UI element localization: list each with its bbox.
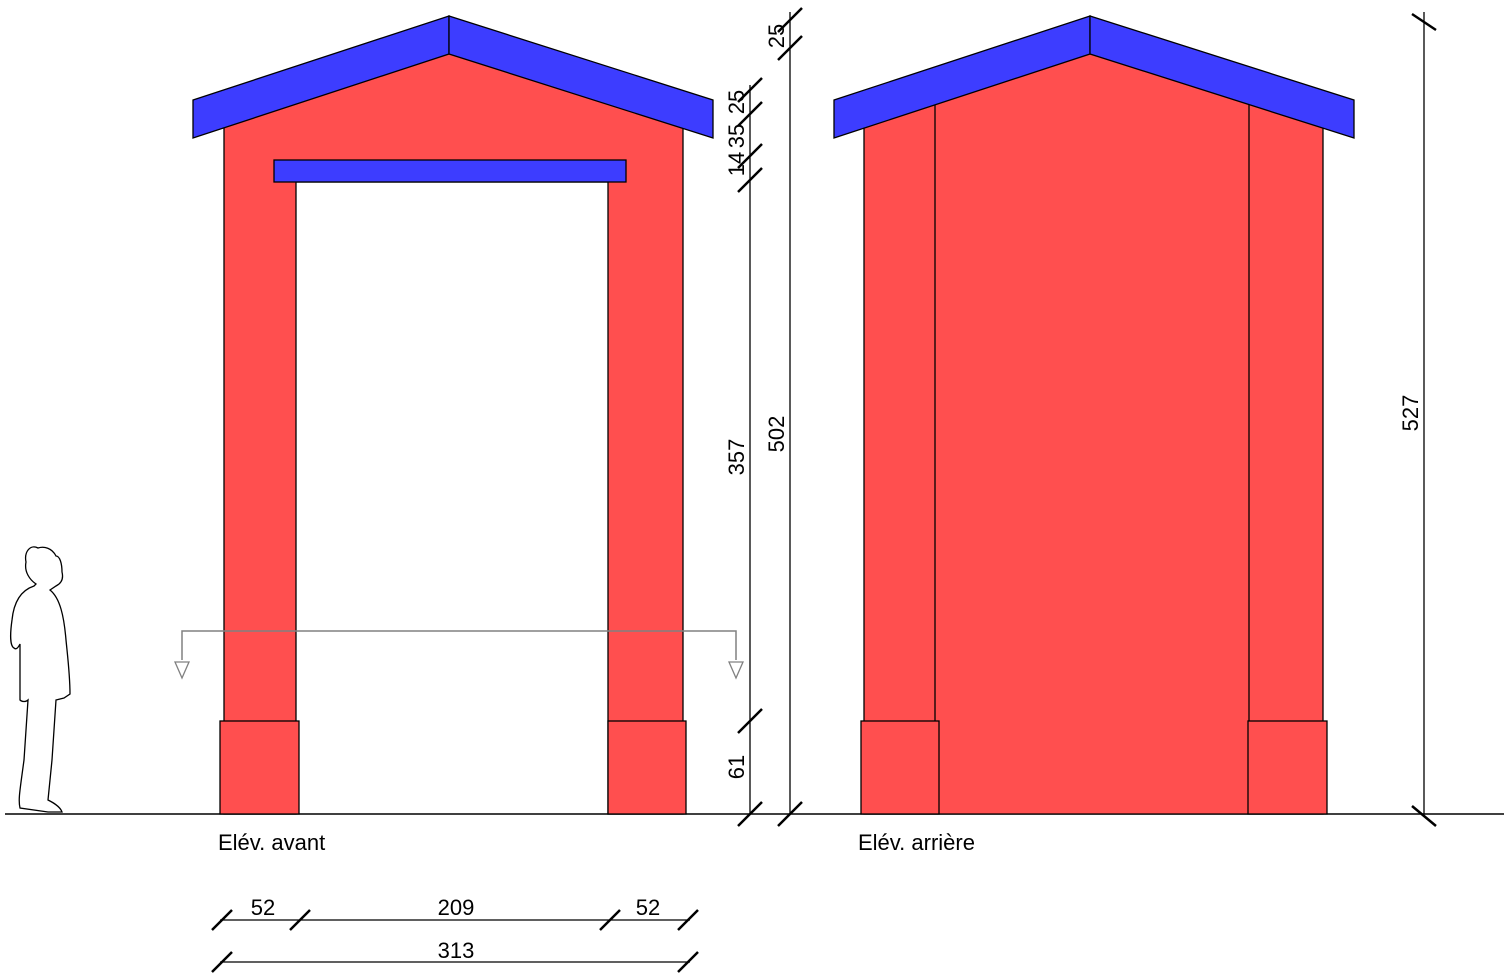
caption-front-elevation: Elév. avant (218, 830, 325, 855)
front-left-plinth (219, 720, 300, 815)
dim-label-top-roof: 25 (764, 24, 789, 48)
back-roof-right (1089, 15, 1355, 139)
dim-tick (737, 167, 763, 193)
dim-label-gable-gap: 35 (724, 124, 749, 148)
dim-tick (211, 951, 233, 973)
dim-label-right-pier: 52 (636, 895, 660, 920)
dim-label-front-width-total: 313 (438, 938, 475, 963)
dim-tick (1411, 805, 1437, 827)
front-vertical-dimensions: 25 35 14 357 61 25 502 (724, 7, 803, 827)
dim-tick (211, 909, 233, 931)
dim-tick (777, 7, 803, 33)
dim-tick (777, 801, 803, 827)
section-arrow-left (174, 661, 190, 680)
dim-tick (737, 708, 763, 734)
back-wall (863, 49, 1324, 815)
dim-tick (599, 909, 621, 931)
front-lintel (273, 159, 627, 183)
dim-label-opening-height: 357 (724, 439, 749, 476)
front-elevation (174, 15, 744, 815)
section-arrow-right (728, 661, 744, 680)
section-line (181, 630, 737, 660)
human-scale-silhouette-icon (10, 546, 71, 813)
dim-label-lintel: 14 (724, 152, 749, 176)
caption-back-elevation: Elév. arrière (858, 830, 975, 855)
dim-label-plinth: 61 (724, 755, 749, 779)
front-roof-right (448, 15, 714, 139)
dim-tick (737, 101, 763, 127)
dim-tick (737, 801, 763, 827)
back-vertical-dimensions: 527 (1398, 12, 1437, 827)
front-right-plinth (607, 720, 687, 815)
dim-label-back-total: 527 (1398, 395, 1423, 432)
dim-label-roof-thickness: 25 (724, 90, 749, 114)
dim-label-opening-width: 209 (438, 895, 475, 920)
dim-tick (777, 35, 803, 61)
dim-tick (737, 143, 763, 169)
dim-label-left-pier: 52 (251, 895, 275, 920)
dim-tick (1411, 12, 1437, 32)
back-elevation (833, 15, 1355, 815)
back-right-plinth (1247, 720, 1328, 815)
dim-tick (677, 909, 699, 931)
dim-label-front-total: 502 (764, 416, 789, 453)
dim-tick (737, 77, 763, 103)
back-left-plinth (860, 720, 940, 815)
dim-tick (289, 909, 311, 931)
front-horizontal-dimensions: 52 209 52 313 (211, 895, 699, 973)
dim-tick (677, 951, 699, 973)
